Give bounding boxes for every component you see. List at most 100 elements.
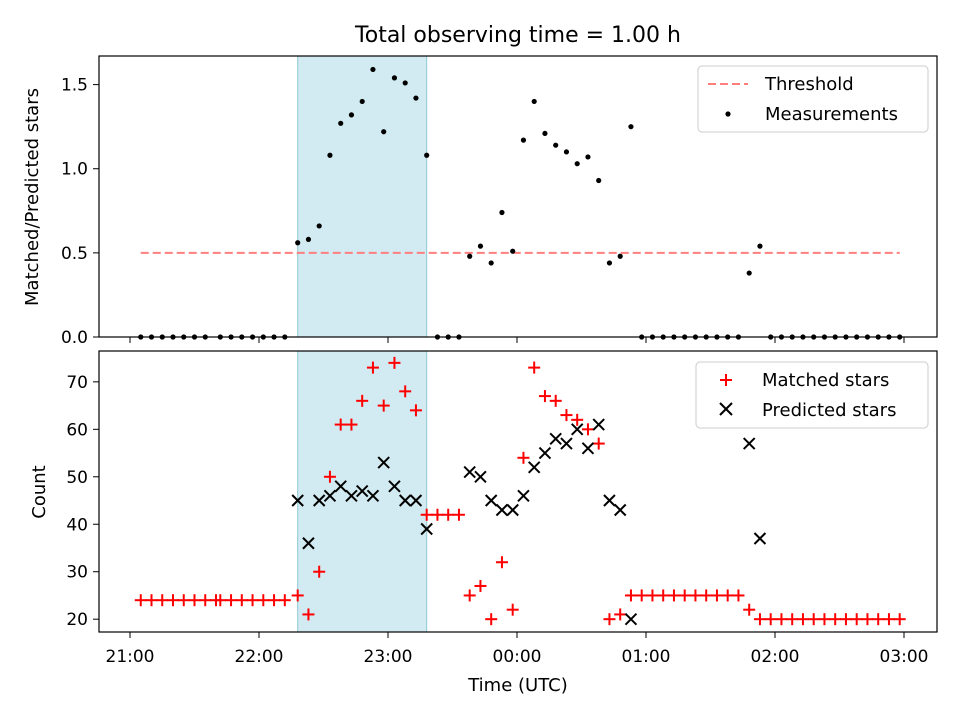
predicted-star-point: [517, 489, 530, 502]
measurement-point: [316, 223, 322, 229]
bottom-x-ticks: 21:00 22:00 23:00 00:00 01:00 02:00 03:00: [106, 632, 929, 667]
matched-star-point: [753, 613, 766, 626]
matched-star-point: [452, 508, 465, 521]
legend-matched-label: Matched stars: [762, 370, 889, 391]
matched-star-point: [145, 594, 158, 607]
matched-star-point: [463, 589, 476, 602]
measurement-points: [138, 66, 903, 340]
matched-star-point: [246, 594, 259, 607]
matched-star-point: [850, 613, 863, 626]
legend-measurements-label: Measurements: [765, 104, 898, 125]
matched-star-point: [409, 404, 422, 417]
y-tick-label: 30: [66, 563, 88, 583]
x-tick-label: 03:00: [880, 647, 929, 667]
matched-star-point: [313, 565, 326, 578]
predicted-star-point: [624, 612, 638, 626]
matched-star-point: [156, 594, 169, 607]
matched-star-point: [775, 613, 788, 626]
predicted-star-point: [377, 456, 390, 469]
matched-star-point: [603, 613, 616, 626]
measurement-point: [585, 154, 591, 160]
measurement-point: [467, 253, 473, 259]
predicted-star-point: [581, 442, 595, 455]
matched-star-point: [872, 613, 885, 626]
matched-star-point: [431, 508, 444, 521]
bottom-legend-box: [695, 361, 929, 429]
legend-matched-swatch: [720, 374, 732, 386]
legend-predicted-swatch: [719, 402, 733, 416]
matched-star-point: [646, 589, 659, 602]
predicted-star-point: [570, 423, 584, 436]
measurement-point: [596, 177, 602, 184]
matched-star-point: [581, 423, 594, 436]
top-plot-frame: [98, 55, 938, 338]
matched-star-point: [214, 594, 227, 607]
chart-title: Total observing time = 1.00 h: [354, 23, 681, 48]
predicted-star-point: [345, 489, 358, 502]
measurement-point: [531, 98, 537, 105]
matched-star-point: [257, 594, 270, 607]
y-tick-label: 50: [66, 468, 88, 488]
predicted-star-point: [409, 494, 423, 507]
measurement-point: [402, 80, 408, 86]
y-tick-label: 0.5: [61, 244, 88, 264]
predicted-star-point: [753, 532, 767, 545]
measurement-point: [553, 142, 559, 148]
measurement-point: [305, 236, 312, 243]
matched-star-point: [710, 589, 723, 602]
matched-star-point: [442, 508, 455, 521]
matched-star-point: [167, 594, 179, 607]
y-tick-label: 1.5: [61, 76, 88, 96]
top-legend: Threshold Measurements: [697, 65, 929, 133]
matched-star-point: [388, 356, 401, 369]
bottom-panel: 20 30 40 50 60 70 21:00 22:00 23:00 00:00 01:00 02…: [29, 350, 938, 696]
matched-star-point: [399, 385, 412, 398]
legend-measurements-swatch: [725, 111, 731, 117]
predicted-star-point: [312, 494, 326, 507]
matched-star-point: [700, 589, 713, 602]
predicted-star-point: [420, 522, 433, 536]
matched-star-point: [420, 508, 433, 521]
measurement-point: [574, 161, 580, 167]
matched-star-point: [334, 418, 347, 431]
matched-star-point: [657, 589, 670, 602]
measurement-point: [295, 240, 301, 246]
matched-star-point: [614, 608, 627, 621]
matched-star-point: [291, 589, 304, 602]
matched-star-point: [721, 589, 734, 602]
matched-star-point: [506, 603, 519, 616]
measurement-point: [381, 129, 387, 135]
matched-star-point: [786, 613, 799, 626]
top-x-ticks: [129, 337, 905, 343]
x-axis-label: Time (UTC): [467, 675, 568, 696]
measurement-point: [327, 152, 333, 158]
matched-star-point: [474, 579, 487, 592]
measurement-point: [488, 260, 494, 266]
matched-star-point: [549, 394, 562, 407]
matched-star-point: [278, 594, 291, 607]
measurement-point: [413, 95, 419, 101]
matched-star-point: [678, 589, 691, 602]
x-tick-label: 21:00: [106, 647, 155, 667]
predicted-star-point: [527, 461, 541, 474]
x-tick-label: 22:00: [235, 647, 284, 667]
measurement-point: [746, 270, 752, 276]
matched-star-point: [667, 589, 680, 602]
measurement-point: [424, 152, 430, 158]
predicted-star-point: [506, 503, 519, 517]
matched-star-point: [225, 594, 238, 607]
measurement-point: [510, 248, 516, 254]
measurement-point: [563, 149, 570, 155]
x-tick-label: 23:00: [364, 647, 413, 667]
predicted-star-point: [538, 446, 552, 460]
matched-star-point: [323, 470, 336, 483]
measurement-point: [499, 209, 505, 216]
bottom-y-ticks: 20 30 40 50 60 70: [66, 373, 99, 630]
matched-star-point: [624, 589, 637, 602]
matched-star-points: [134, 356, 906, 626]
matched-star-point: [571, 413, 584, 426]
matched-star-point: [839, 613, 852, 626]
matched-star-point: [517, 451, 530, 464]
y-tick-label: 70: [66, 373, 88, 393]
